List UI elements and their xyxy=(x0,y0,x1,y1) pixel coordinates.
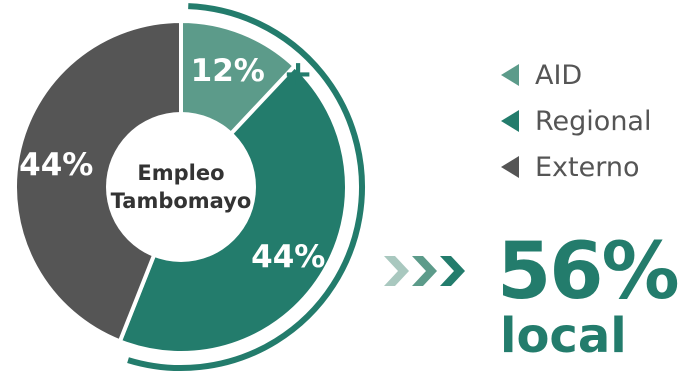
legend-label: Externo xyxy=(535,151,640,183)
slice-value-label: 12% xyxy=(191,53,265,89)
center-hole xyxy=(106,112,256,262)
legend-item-externo: Externo xyxy=(497,144,651,190)
chevron-arrow xyxy=(412,256,437,286)
triangle-left-icon xyxy=(501,110,519,132)
summary-caption: local xyxy=(500,308,627,364)
legend-marker-shape xyxy=(501,64,519,86)
center-label-line-2: Tambomayo xyxy=(111,189,252,213)
legend-item-aid: AID xyxy=(497,52,651,98)
triangle-left-icon xyxy=(501,64,519,86)
legend-marker-shape xyxy=(501,156,519,178)
slice-value-label: 44% xyxy=(19,147,93,183)
chevron-arrow xyxy=(440,256,465,286)
slice-labels: 12% 44% 44% xyxy=(19,53,325,275)
slice-externo xyxy=(13,18,183,344)
triangle-left-icon xyxy=(501,156,519,178)
center-label-line-1: Empleo xyxy=(137,161,224,185)
legend-item-regional: Regional xyxy=(497,98,651,144)
legend-marker-shape xyxy=(501,110,519,132)
chevron-arrows-icon xyxy=(384,256,465,286)
summary-value: 56% xyxy=(497,227,680,317)
highlight-arc xyxy=(127,3,365,371)
legend-label: Regional xyxy=(535,105,652,137)
slice-value-label: 44% xyxy=(251,239,325,275)
chevron-arrow xyxy=(384,256,409,286)
legend-label: AID xyxy=(535,59,583,91)
plus-icon: + xyxy=(283,53,313,94)
legend: AID Regional Externo xyxy=(497,52,651,190)
